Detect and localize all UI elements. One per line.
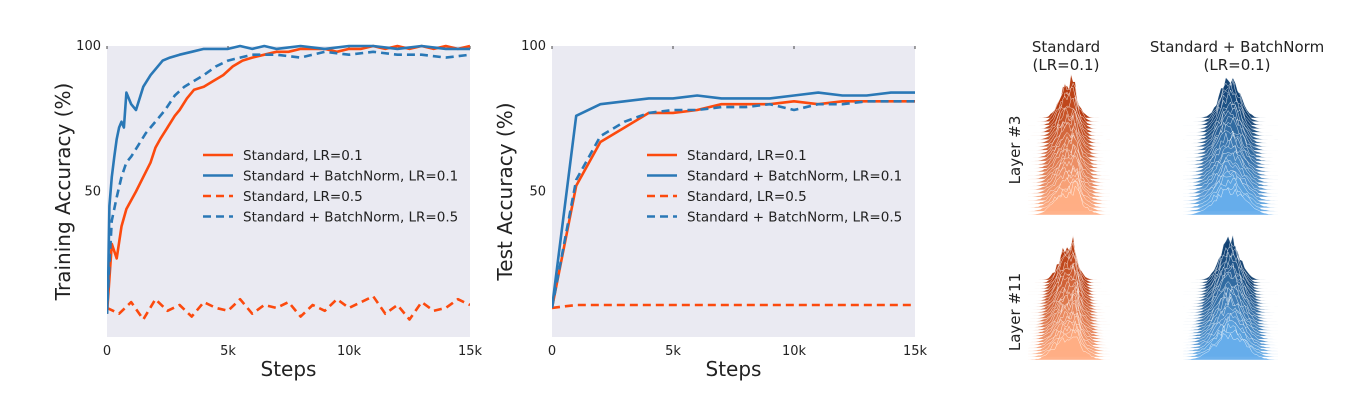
- column-title-standard-line2: (LR=0.1): [1033, 56, 1100, 74]
- series-line-standard-batchnorm-lr-0-1: [107, 44, 470, 314]
- series-line-standard-lr-0-5: [552, 303, 915, 310]
- column-title-batchnorm-line1: Standard + BatchNorm: [1150, 38, 1324, 56]
- column-title-standard-line1: Standard: [1032, 38, 1100, 56]
- legend: Standard, LR=0.1 Standard + BatchNorm, LR…: [647, 148, 902, 226]
- x-tick-label: 0: [548, 344, 556, 359]
- series-line-standard-lr-0-1: [552, 100, 915, 309]
- y-tick-label: 100: [76, 39, 101, 54]
- x-tick-label: 10k: [337, 344, 362, 359]
- legend-label-standard-lr-0-5: Standard, LR=0.5: [687, 189, 807, 205]
- y-tick-label: 100: [521, 39, 546, 54]
- row-label-layer-11: Layer #11: [1006, 273, 1024, 351]
- series-line-standard-batchnorm-lr-0-5: [552, 100, 915, 309]
- distribution-ridgeline-panel: Standard (LR=0.1) Standard + BatchNorm (…: [1006, 38, 1324, 361]
- column-title-batchnorm-line2: (LR=0.1): [1204, 56, 1271, 74]
- series-line-standard-lr-0-5: [107, 295, 470, 321]
- legend-label-standard-lr-0-1: Standard, LR=0.1: [243, 148, 363, 164]
- y-tick-label: 50: [529, 185, 546, 200]
- ridgeline-panel-layer-11-batchnorm: [1182, 234, 1279, 361]
- legend-label-standard-batchnorm-lr-0-5: Standard + BatchNorm, LR=0.5: [243, 210, 458, 226]
- training-accuracy-chart: 0 5k 10k 15k 50 100 Steps Training Accuracy (%)…: [51, 39, 483, 381]
- legend-label-standard-lr-0-1: Standard, LR=0.1: [687, 148, 807, 164]
- ridgeline-panel-layer-11-standard: [1027, 235, 1111, 361]
- series-line-standard-batchnorm-lr-0-1: [552, 91, 915, 309]
- test-accuracy-chart: 0 5k 10k 15k 50 100 Steps Test Accuracy (%) Stan…: [493, 39, 928, 381]
- x-axis-label: Steps: [261, 357, 317, 381]
- row-label-layer-3: Layer #3: [1006, 116, 1024, 185]
- y-axis-label: Test Accuracy (%): [493, 102, 517, 281]
- legend-label-standard-batchnorm-lr-0-5: Standard + BatchNorm, LR=0.5: [687, 210, 902, 226]
- ridgeline-panel-layer-3-batchnorm: [1182, 77, 1279, 216]
- plot-area: [107, 46, 470, 337]
- x-tick-label: 10k: [782, 344, 807, 359]
- x-tick-label: 15k: [458, 344, 483, 359]
- ridge-curve: [1027, 185, 1111, 216]
- x-tick-label: 0: [103, 344, 111, 359]
- legend: Standard, LR=0.1 Standard + BatchNorm, LR…: [203, 148, 458, 226]
- series-line-standard-batchnorm-lr-0-5: [107, 50, 470, 314]
- legend-label-standard-batchnorm-lr-0-1: Standard + BatchNorm, LR=0.1: [243, 169, 458, 185]
- ridge-curve: [1182, 333, 1279, 361]
- x-tick-label: 5k: [220, 344, 236, 359]
- ridge-curve: [1182, 187, 1279, 216]
- ridge-curve: [1027, 336, 1111, 361]
- legend-label-standard-batchnorm-lr-0-1: Standard + BatchNorm, LR=0.1: [687, 169, 902, 185]
- legend-label-standard-lr-0-5: Standard, LR=0.5: [243, 189, 363, 205]
- ridgeline-panel-layer-3-standard: [1027, 73, 1111, 216]
- x-tick-label: 15k: [903, 344, 928, 359]
- y-tick-label: 50: [84, 185, 101, 200]
- x-axis-label: Steps: [706, 357, 762, 381]
- x-tick-label: 5k: [665, 344, 681, 359]
- y-axis-label: Training Accuracy (%): [51, 83, 75, 302]
- ridgeline-plots: [1027, 73, 1279, 361]
